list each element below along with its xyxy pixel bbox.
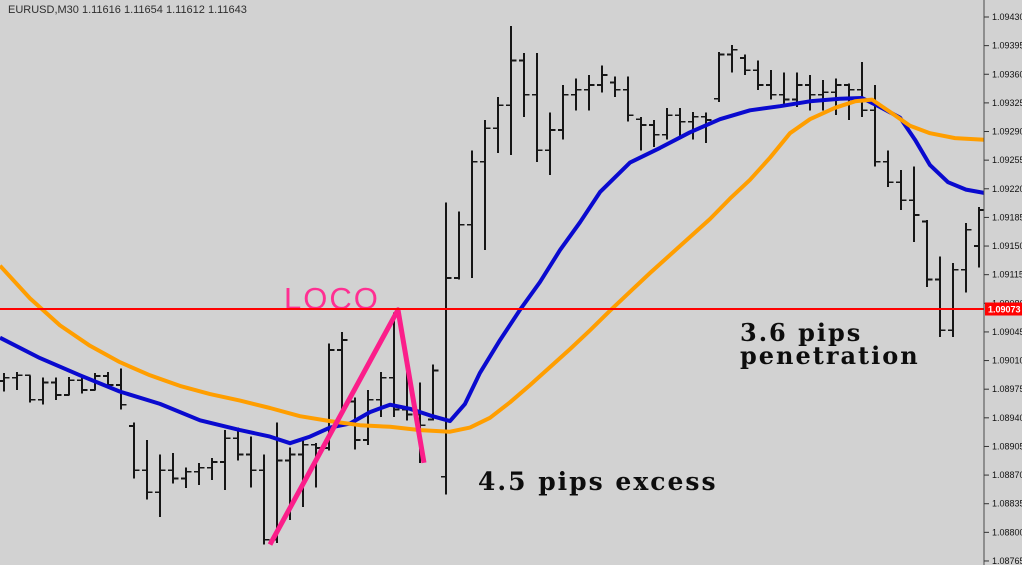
axis-price-label: 1.09220 [992,184,1022,194]
level-price-tag: 1.09073 [985,302,1022,316]
ohlc-bar [727,44,738,73]
ohlc-bar [428,364,439,421]
axis-price-label: 1.09290 [992,127,1022,137]
ohlc-bar [493,97,504,153]
ohlc-bar [116,368,127,410]
ohlc-bar [584,75,595,111]
ohlc-bar [233,427,244,461]
ohlc-bar [649,120,660,148]
ohlc-bar [181,467,192,489]
ohlc-bar [818,79,829,111]
ohlc-bar [25,374,36,403]
ohlc-bar [922,219,933,287]
axis-price-label: 1.08975 [992,384,1022,394]
ohlc-bar [805,75,816,111]
ohlc-bar [129,422,140,479]
axis-price-label: 1.09045 [992,327,1022,337]
moving-averages [0,96,985,446]
loco-label: LOCO [284,281,380,316]
ohlc-bar [675,107,686,138]
ohlc-bar [753,60,764,90]
price-tag-value: 1.09073 [988,305,1021,315]
ohlc-bar [220,430,231,490]
ohlc-bar [779,72,790,107]
ohlc-bar [597,65,608,93]
ohlc-bar [961,223,972,293]
axis-price-label: 1.08940 [992,413,1022,423]
axis-price-label: 1.08835 [992,499,1022,509]
axis-price-label: 1.09325 [992,98,1022,108]
ohlc-bar [454,211,465,280]
ohlc-bar [480,120,491,251]
axis-price-label: 1.09430 [992,12,1022,22]
ohlc-bar [519,52,530,117]
axis-price-label: 1.08765 [992,556,1022,565]
ohlc-bar [571,78,582,111]
ohlc-bar [0,372,10,392]
ohlc-bar [337,331,348,410]
ohlc-bar [298,439,309,507]
ohlc-bar [974,206,985,268]
ohlc-bar [545,112,556,175]
ohlc-bar [792,72,803,107]
axis-price-label: 1.09395 [992,41,1022,51]
ohlc-bar [389,312,400,418]
ohlc-bar [688,111,699,140]
axis-price-label: 1.09360 [992,69,1022,79]
ohlc-bar [740,54,751,76]
ohlc-bar [246,436,257,488]
ohlc-bar [701,112,712,143]
ohlc-bars [0,25,985,545]
ohlc-bar [12,372,23,391]
ohlc-bar [610,76,621,98]
ohlc-bar [857,61,868,117]
ohlc-bar [662,107,673,140]
price-tag-background [985,302,1022,316]
ohlc-bar [155,454,166,517]
ohlc-bar [259,454,270,545]
penetration-label-line2: penetration [740,341,920,370]
ma-orange-line [0,97,985,434]
ohlc-bar [168,452,179,484]
axis-price-label: 1.09255 [992,155,1022,165]
ohlc-bar [194,462,205,485]
excess-label: 4.5 pips excess [478,467,718,496]
ohlc-bar [766,70,777,100]
ohlc-bar [636,116,647,151]
ohlc-bar [38,377,49,405]
ohlc-bar [467,150,478,278]
ohlc-bar [714,52,725,103]
axis-price-label: 1.09150 [992,241,1022,251]
price-axis[interactable]: 1.09430 1.09395 1.09360 1.09325 1.09290 1.092… [983,0,1022,565]
ohlc-bar [623,76,634,122]
ohlc-bar [77,375,88,394]
ohlc-bar [909,166,920,242]
ohlc-bar [363,390,374,445]
axis-price-label: 1.09010 [992,356,1022,366]
ma-blue-line [0,96,985,446]
ohlc-bar [870,84,881,167]
ohlc-bar [883,150,894,188]
ohlc-bar [532,52,543,162]
ohlc-bar [948,263,959,337]
axis-price-label: 1.09115 [992,270,1022,280]
penetration-label-line1: 3.6 pips [740,318,862,347]
ohlc-bar [64,376,75,396]
ohlc-bar [506,25,517,156]
ohlc-bar [896,169,907,211]
axis-price-label: 1.08905 [992,441,1022,451]
axis-price-label: 1.08870 [992,470,1022,480]
ohlc-bar [207,457,218,480]
ohlc-bar [51,377,62,400]
chart-title: EURUSD,M30 1.11616 1.11654 1.11612 1.116… [8,4,247,16]
ohlc-bar [142,439,153,500]
ohlc-bar [935,256,946,337]
axis-price-label: 1.08800 [992,527,1022,537]
ohlc-bar [441,202,452,495]
axis-price-label: 1.09185 [992,212,1022,222]
ohlc-bar [558,84,569,140]
